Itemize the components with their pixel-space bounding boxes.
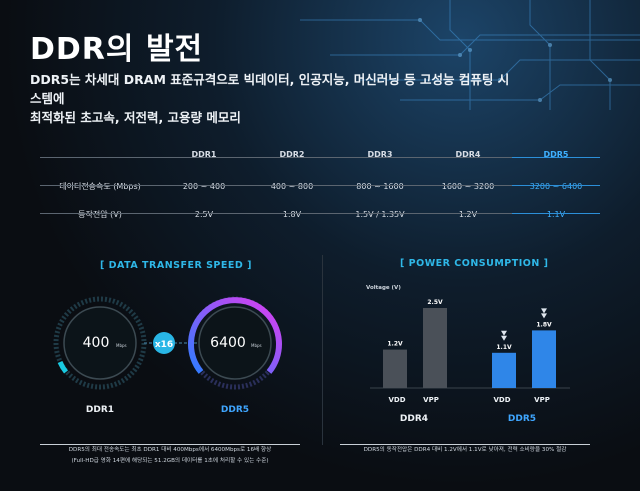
axis-label-ddr4-vdd: VDD xyxy=(388,396,406,404)
transfer-note: DDR5의 최대 전송속도는 최초 DDR1 대비 400Mbps에서 6400… xyxy=(40,444,300,485)
table-cell: 2.5V xyxy=(194,209,214,219)
power-bar-chart: 1.2V 2.5V 1.1V 1.8V xyxy=(370,299,570,389)
ddr5-speed-unit: Mbps xyxy=(251,343,262,348)
group-label-ddr4: DDR4 xyxy=(399,414,429,424)
power-note: DDR5의 동작전압은 DDR4 대비 1.2V에서 1.1V로 낮아져, 전력… xyxy=(340,444,590,485)
bar-label-ddr4-vpp: 2.5V xyxy=(427,299,443,306)
page-subtitle: DDR5는 차세대 DRAM 표준규격으로 빅데이터, 인공지능, 머신러닝 등… xyxy=(30,70,510,127)
ddr1-speed-value: 400 xyxy=(83,335,110,351)
axis-label-ddr5-vpp: VPP xyxy=(534,396,550,404)
row-label-voltage: 동작전압 (V) xyxy=(78,209,122,219)
table-header-ddr2: DDR2 xyxy=(279,149,305,159)
table-cell-ddr5: 1.1V xyxy=(546,209,566,219)
table-header-ddr1: DDR1 xyxy=(191,149,217,159)
section-divider xyxy=(322,255,323,445)
bar-label-ddr5-vdd: 1.1V xyxy=(496,344,512,351)
table-cell: 1.2V xyxy=(458,209,478,219)
ddr1-gauge-fill xyxy=(57,360,68,374)
table-cell: 1.5V / 1.35V xyxy=(355,209,405,219)
table-divider-highlight xyxy=(512,157,600,158)
table-divider xyxy=(40,213,600,214)
multiplier-text: x16 xyxy=(155,340,173,350)
ddr5-gauge-fill xyxy=(188,297,282,374)
table-header-ddr4: DDR4 xyxy=(455,149,481,159)
bar-label-ddr4-vdd: 1.2V xyxy=(387,341,403,348)
table-divider xyxy=(40,157,600,158)
ddr5-speed-value: 6400 xyxy=(210,335,246,351)
axis-label-ddr4-vpp: VPP xyxy=(423,396,439,404)
down-arrow-icon xyxy=(501,330,507,341)
transfer-note-line-2: (Full-HD급 영화 14편에 해당되는 51.2GB의 데이터를 1초에 … xyxy=(71,458,269,464)
table-header-ddr5: DDR5 xyxy=(543,149,569,159)
speed-gauges: 400 Mbps x16 6400 Mbps xyxy=(53,296,282,390)
power-note-text: DDR5의 동작전압은 DDR4 대비 1.2V에서 1.1V로 낮아져, 전력… xyxy=(363,447,567,453)
table-cell: 200 ~ 400 xyxy=(182,181,226,191)
spec-table: DDR1 DDR2 DDR3 DDR4 DDR5 데이터전송속도 (Mbps) … xyxy=(40,140,600,228)
ddr5-gauge-label: DDR5 xyxy=(220,405,250,415)
ddr1-speed-unit: Mbps xyxy=(116,343,127,348)
group-label-ddr5: DDR5 xyxy=(507,414,537,424)
down-arrow-icon xyxy=(541,308,547,319)
page-title: DDR의 발전 xyxy=(30,32,204,67)
table-divider-highlight xyxy=(512,213,600,214)
circuit-background-graphic xyxy=(300,0,640,110)
transfer-note-line-1: DDR5의 최대 전송속도는 최초 DDR1 대비 400Mbps에서 6400… xyxy=(68,447,272,453)
ddr1-gauge: 400 Mbps xyxy=(53,296,147,390)
subtitle-line-2: 최적화된 초고속, 저전력, 고용량 메모리 xyxy=(30,110,241,125)
row-label-transfer-speed: 데이터전송속도 (Mbps) xyxy=(59,181,141,191)
table-divider-highlight xyxy=(512,185,600,186)
table-cell: 400 ~ 800 xyxy=(270,181,314,191)
table-cell-ddr5: 3200 ~ 6400 xyxy=(529,181,583,191)
bar-ddr4-vdd xyxy=(383,349,407,388)
table-cell: 800 ~ 1600 xyxy=(356,181,404,191)
table-header-ddr3: DDR3 xyxy=(367,149,393,159)
table-row: 데이터전송속도 (Mbps) 200 ~ 400 400 ~ 800 800 ~… xyxy=(40,172,600,200)
ddr5-gauge: 6400 Mbps xyxy=(188,296,282,390)
table-row: 동작전압 (V) 2.5V 1.8V 1.5V / 1.35V 1.2V 1.1… xyxy=(40,200,600,228)
table-divider xyxy=(40,185,600,186)
table-cell: 1.8V xyxy=(282,209,302,219)
multiplier-badge xyxy=(153,332,175,354)
table-header-row: DDR1 DDR2 DDR3 DDR4 DDR5 xyxy=(40,140,600,168)
bar-ddr5-vpp xyxy=(532,330,556,388)
power-y-axis-label: Voltage (V) xyxy=(366,285,401,291)
bar-ddr5-vdd xyxy=(492,352,516,388)
bar-label-ddr5-vpp: 1.8V xyxy=(536,321,552,328)
transfer-section-title: [ DATA TRANSFER SPEED ] xyxy=(100,260,252,271)
axis-label-ddr5-vdd: VDD xyxy=(493,396,511,404)
ddr1-gauge-label: DDR1 xyxy=(85,405,115,415)
bar-ddr4-vpp xyxy=(423,308,447,388)
subtitle-line-1: DDR5는 차세대 DRAM 표준규격으로 빅데이터, 인공지능, 머신러닝 등… xyxy=(30,72,510,106)
table-cell: 1600 ~ 3200 xyxy=(441,181,495,191)
power-section-title: [ POWER CONSUMPTION ] xyxy=(400,258,549,269)
